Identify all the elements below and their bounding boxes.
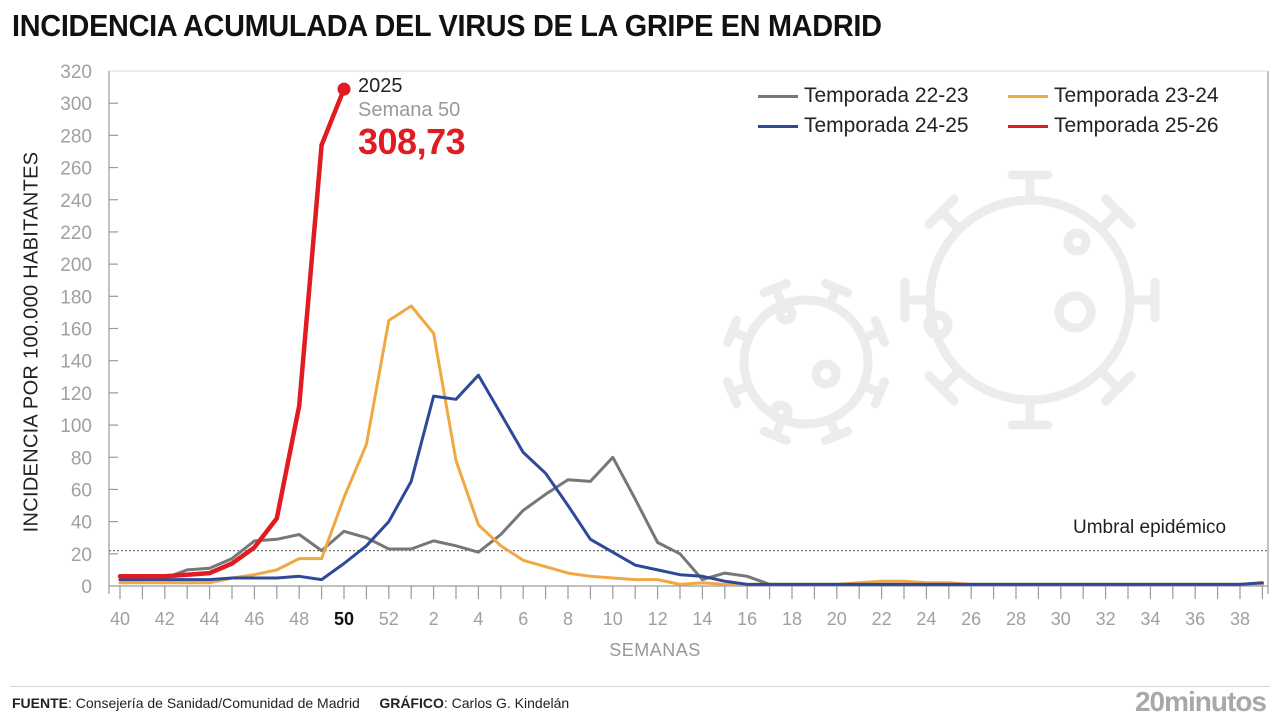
x-tick-label: 38 [1230,609,1250,629]
virus-spike-cap [759,426,791,446]
legend-swatch [1008,124,1048,128]
legend-label: Temporada 24-25 [804,114,969,137]
x-tick-label: 28 [1006,609,1026,629]
legend-label: Temporada 22-23 [804,84,969,107]
x-tick-label: 42 [155,609,175,629]
series-line-temporada-24-25 [118,373,1264,586]
legend-swatch [1008,94,1048,98]
y-tick-label: 180 [60,287,92,308]
virus-spike-cap [821,426,853,446]
threshold-label: Umbral epidémico [1073,517,1227,538]
legend-label: Temporada 23-24 [1054,84,1219,107]
series-group [117,82,1264,586]
y-tick-label: 120 [60,384,92,405]
virus-spike-cap [722,377,742,409]
virus-spike-cap [924,194,959,229]
x-tick-label: 40 [110,609,130,629]
graphic-label: GRÁFICO [379,695,444,711]
x-tick-label: 52 [379,609,399,629]
y-tick-label: 160 [60,320,92,341]
x-tick-label: 24 [916,609,936,629]
brand-logo[interactable]: 20minutos [1134,686,1267,717]
x-tick-label: 32 [1096,609,1116,629]
y-tick-label: 220 [60,223,92,244]
y-tick-label: 280 [60,126,92,147]
y-tick-label: 140 [60,352,92,373]
current-value-annotation: 2025 Semana 50 308,73 [358,74,466,162]
y-tick-label: 260 [60,159,92,180]
y-tick-label: 240 [60,191,92,212]
latest-value-marker [337,82,351,96]
y-axis-label: INCIDENCIA POR 100.000 HABITANTES [20,151,43,533]
x-tick-label: 26 [961,609,981,629]
legend-item: Temporada 25-26 [1008,114,1219,138]
y-tick-label: 80 [71,448,92,469]
legend-swatch [758,94,798,98]
x-tick-label: 22 [872,609,892,629]
legend-label: Temporada 25-26 [1054,114,1219,137]
x-tick-label: 30 [1051,609,1071,629]
x-tick-label: 20 [827,609,847,629]
x-tick-label: 6 [518,609,528,629]
y-tick-label: 300 [60,94,92,115]
legend-item: Temporada 23-24 [1008,84,1219,108]
footer-credits: FUENTE: Consejería de Sanidad/Comunidad … [12,695,569,711]
y-tick-labels: 0 20 40 60 80 100 120 140 160 180 200 220 240 260 280 3… [60,62,92,598]
x-tick-label: 14 [692,609,712,629]
virus-spike-cap [1101,371,1136,406]
graphic-text: : Carlos G. Kindelán [443,695,570,711]
virus-illustrations [722,170,1160,446]
virus-spike-cap [870,377,890,409]
x-tick-label: 34 [1140,609,1160,629]
y-tick-label: 100 [60,416,92,437]
virus-spike-cap [722,315,742,347]
axes [108,70,1269,599]
y-tick-label: 200 [60,255,92,276]
legend-item: Temporada 24-25 [758,114,969,138]
virus-spike-cap [759,278,791,298]
x-tick-label: 50 [334,609,354,629]
y-tick-label: 40 [71,513,92,534]
source-text: : Consejería de Sanidad/Comunidad de Mad… [68,695,360,711]
virus-spike-cap [1101,194,1136,229]
virus-spike-cap [870,315,890,347]
x-tick-label: 8 [563,609,573,629]
x-tick-label: 2 [429,609,439,629]
x-tick-label: 10 [603,609,623,629]
annotation-value: 308,73 [358,121,466,162]
x-tick-label: 18 [782,609,802,629]
legend-swatch [758,124,798,128]
y-tick-label: 20 [71,545,92,566]
virus-icon-small [722,278,890,446]
x-tick-labels: 40 42 44 46 48 50 52 2 4 6 8 10 12 14 16 18 20 22 24 26 28 30… [110,609,1250,629]
footer-divider [10,686,1270,687]
annotation-week: Semana 50 [358,99,461,121]
virus-spike-cap [924,371,959,406]
chart-title: INCIDENCIA ACUMULADA DEL VIRUS DE LA GRI… [12,8,882,43]
annotation-year: 2025 [358,75,403,97]
legend-item: Temporada 22-23 [758,84,969,108]
x-tick-label: 46 [244,609,264,629]
y-tick-label: 0 [81,577,92,598]
x-tick-label: 12 [648,609,668,629]
x-tick-label: 44 [200,609,220,629]
y-tick-label: 60 [71,480,92,501]
x-tick-label: 48 [289,609,309,629]
y-tick-label: 320 [60,62,92,83]
virus-icon-large [900,170,1160,430]
x-tick-label: 36 [1185,609,1205,629]
source-label: FUENTE [12,695,68,711]
series-line-temporada-25-26 [117,86,347,579]
x-tick-label: 16 [737,609,757,629]
x-tick-label: 4 [473,609,483,629]
virus-spike-cap [821,278,853,298]
x-axis-label: SEMANAS [609,640,701,660]
